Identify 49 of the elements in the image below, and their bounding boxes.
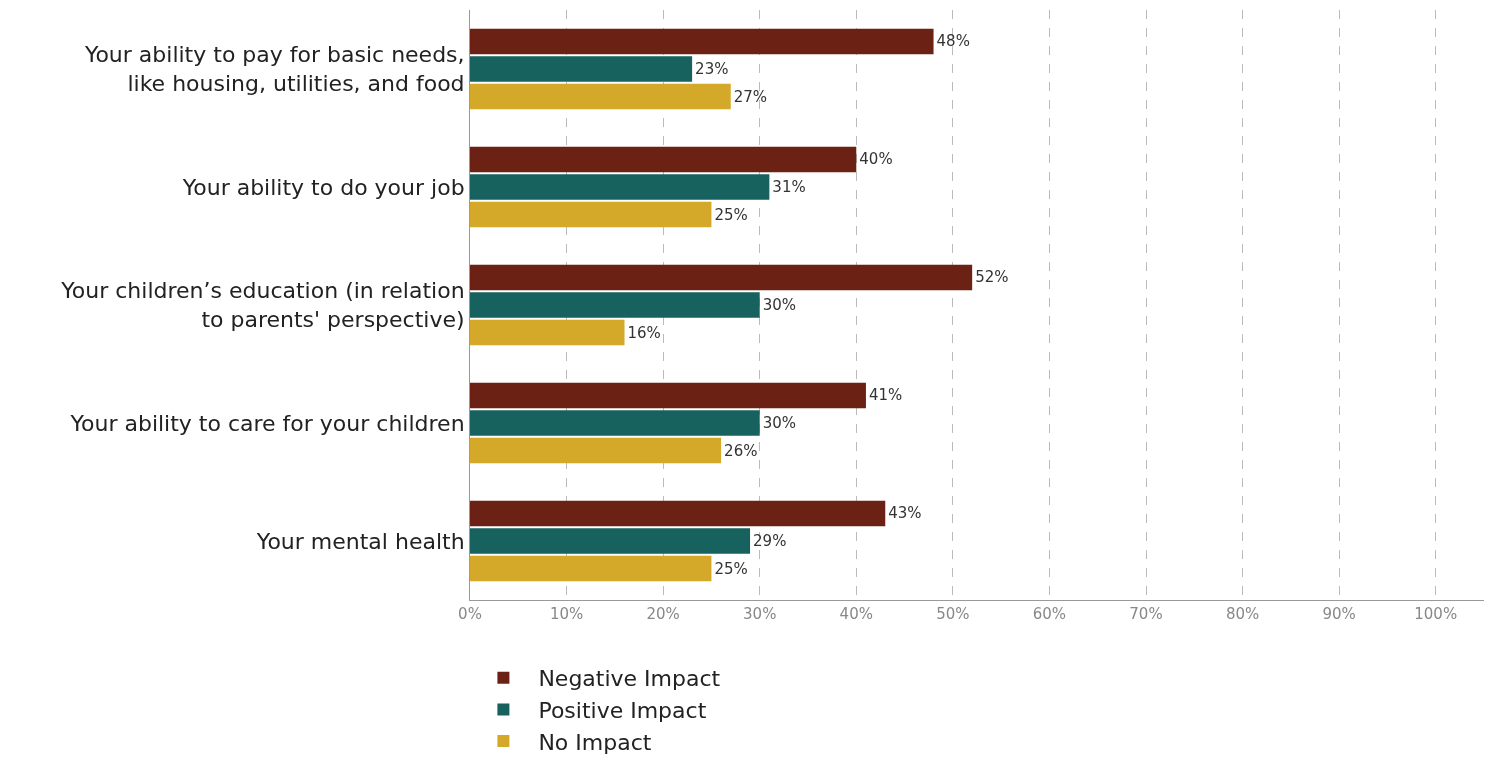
x-tick-label: 10% — [549, 605, 584, 623]
data-label: 31% — [772, 178, 806, 196]
bar — [470, 174, 770, 200]
bar — [470, 319, 625, 346]
bar — [470, 146, 857, 173]
data-label: 48% — [936, 32, 970, 51]
bar — [470, 83, 731, 110]
bar — [470, 264, 973, 291]
data-label: 41% — [868, 386, 903, 405]
y-tick-label: Your ability to care for your children — [69, 410, 465, 436]
bar — [470, 56, 693, 82]
data-label: 27% — [733, 87, 768, 106]
bar — [470, 410, 760, 436]
data-label: 30% — [762, 296, 797, 314]
x-tick-label: 20% — [646, 605, 680, 623]
bar — [470, 555, 712, 582]
legend-label: Negative Impact — [538, 666, 721, 692]
data-label: 29% — [753, 532, 787, 550]
y-tick-label: Your ability to pay for basic needs, like housing, utilities, and food — [83, 42, 465, 96]
bar — [470, 437, 722, 464]
legend-label: Positive Impact — [538, 697, 707, 723]
bar — [470, 28, 934, 55]
bar — [470, 528, 751, 554]
y-tick-label: Your mental health — [255, 528, 465, 554]
x-tick-label: 0% — [458, 605, 482, 623]
data-label: 30% — [762, 414, 797, 432]
bar — [470, 500, 886, 527]
bar — [470, 292, 760, 318]
x-tick-label: 100% — [1414, 605, 1458, 623]
y-tick-label: Your children’s education (in relation to parents' perspective) — [60, 278, 465, 332]
x-tick-label: 40% — [839, 605, 873, 623]
data-label: 52% — [975, 268, 1009, 287]
x-tick-label: 90% — [1322, 605, 1356, 623]
data-label: 23% — [695, 60, 729, 78]
x-tick-label: 30% — [743, 605, 777, 623]
bar — [470, 382, 866, 409]
x-tick-label: 50% — [936, 605, 970, 623]
bar — [470, 201, 712, 228]
legend-label: No Impact — [538, 729, 652, 755]
data-label: 25% — [714, 559, 748, 578]
data-label: 43% — [888, 504, 922, 523]
data-label: 25% — [714, 205, 748, 224]
x-tick-label: 70% — [1129, 605, 1163, 623]
data-label: 40% — [859, 150, 893, 169]
x-tick-label: 60% — [1032, 605, 1067, 623]
data-label: 26% — [724, 441, 758, 460]
y-tick-label: Your ability to do your job — [181, 174, 465, 200]
x-tick-label: 80% — [1225, 605, 1260, 623]
data-label: 16% — [627, 323, 661, 342]
